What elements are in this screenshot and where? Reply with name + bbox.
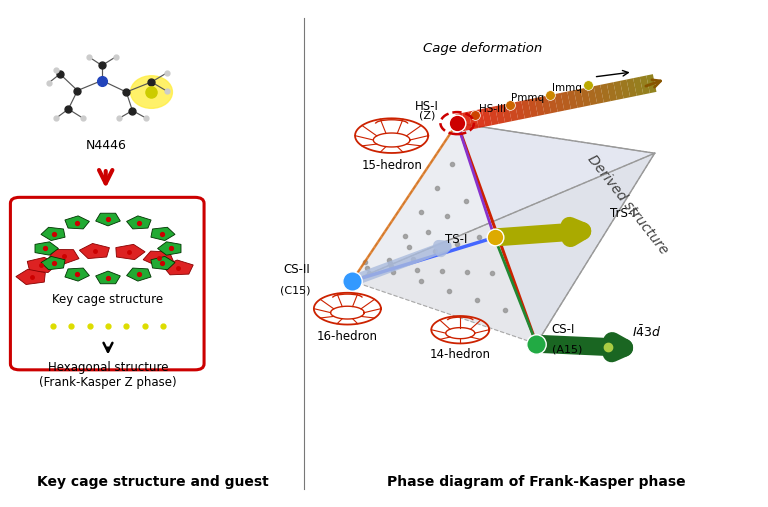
FancyBboxPatch shape <box>11 197 204 370</box>
Text: CS-I: CS-I <box>551 323 575 336</box>
Text: Key cage structure and guest: Key cage structure and guest <box>37 475 269 489</box>
Text: Phase diagram of Frank-Kasper phase: Phase diagram of Frank-Kasper phase <box>387 475 686 489</box>
Text: TrS-I: TrS-I <box>610 207 635 221</box>
Text: 14-hedron: 14-hedron <box>430 348 491 361</box>
Polygon shape <box>352 123 537 344</box>
Text: CS-II: CS-II <box>283 263 310 276</box>
Text: HS-I: HS-I <box>415 100 439 113</box>
Polygon shape <box>27 258 57 272</box>
Polygon shape <box>151 257 175 270</box>
Text: Cage deformation: Cage deformation <box>423 43 543 55</box>
Text: (Frank-Kasper Z phase): (Frank-Kasper Z phase) <box>39 376 177 389</box>
Polygon shape <box>163 260 194 275</box>
Polygon shape <box>65 268 89 281</box>
Polygon shape <box>48 249 79 264</box>
Polygon shape <box>352 153 654 344</box>
Text: HS-III: HS-III <box>478 104 505 114</box>
Polygon shape <box>96 271 121 284</box>
Text: Hexagonal structure: Hexagonal structure <box>48 361 168 374</box>
Polygon shape <box>127 268 151 281</box>
Polygon shape <box>151 227 175 240</box>
Text: Key cage structure: Key cage structure <box>52 293 164 306</box>
Polygon shape <box>143 251 174 266</box>
Text: N4446: N4446 <box>85 139 126 152</box>
Polygon shape <box>35 242 58 255</box>
Polygon shape <box>116 244 145 260</box>
Polygon shape <box>457 123 654 344</box>
Text: (C15): (C15) <box>280 285 310 295</box>
Polygon shape <box>41 227 65 240</box>
Polygon shape <box>41 257 65 270</box>
Text: Pmmq: Pmmq <box>511 93 545 103</box>
Ellipse shape <box>131 76 173 108</box>
Text: Derived structure: Derived structure <box>585 152 671 257</box>
Text: 16-hedron: 16-hedron <box>317 330 378 343</box>
Polygon shape <box>352 123 654 281</box>
Polygon shape <box>65 216 89 229</box>
Text: 15-hedron: 15-hedron <box>361 159 422 171</box>
Polygon shape <box>79 243 109 259</box>
Text: $I\bar{4}3d$: $I\bar{4}3d$ <box>632 324 661 340</box>
Text: (A15): (A15) <box>551 345 582 355</box>
Polygon shape <box>127 216 151 229</box>
Polygon shape <box>157 242 181 255</box>
Text: (Z): (Z) <box>419 110 435 120</box>
Text: TS-I: TS-I <box>445 233 468 246</box>
Text: Immq: Immq <box>551 83 581 93</box>
Polygon shape <box>96 213 121 226</box>
Polygon shape <box>16 269 45 284</box>
